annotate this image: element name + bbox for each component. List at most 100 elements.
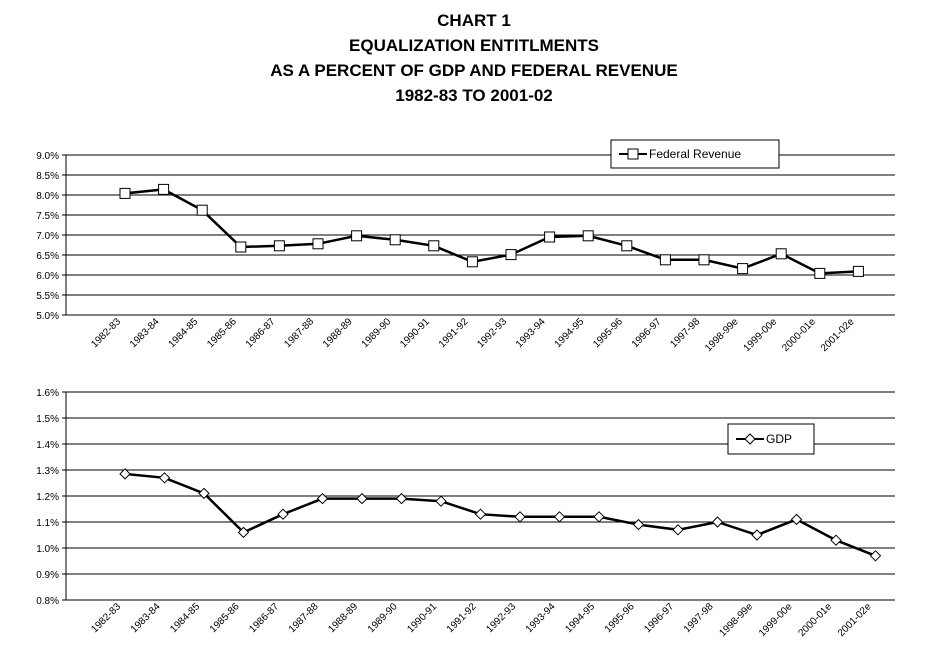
data-point	[632, 518, 645, 531]
data-point	[544, 231, 556, 243]
x-tick-label: 1983-84	[129, 601, 163, 635]
x-tick-label: 1991-92	[437, 316, 471, 350]
x-tick-label: 1998-99e	[703, 316, 741, 354]
y-tick-label: 6.5%	[36, 251, 59, 262]
data-point	[751, 529, 763, 541]
y-tick-label: 7.0%	[36, 231, 59, 242]
data-point	[621, 240, 633, 252]
x-tick-label: 1996-97	[642, 601, 676, 635]
y-tick-label: 8.5%	[36, 171, 59, 182]
title-line-4: 1982-83 TO 2001-02	[395, 86, 553, 105]
y-tick-label: 8.0%	[36, 191, 59, 202]
data-point	[312, 238, 324, 250]
data-point	[119, 187, 131, 199]
x-tick-label: 1984-85	[168, 601, 202, 635]
data-point	[737, 263, 749, 275]
x-tick-label: 1996-97	[630, 316, 664, 350]
y-tick-label: 1.3%	[36, 466, 59, 477]
x-tick-label: 2001-02e	[836, 601, 874, 639]
data-point	[466, 256, 478, 268]
legend-marker	[627, 148, 639, 160]
y-tick-label: 1.6%	[36, 388, 59, 399]
data-point	[277, 508, 289, 520]
data-point	[435, 495, 447, 507]
x-tick-label: 1987-88	[282, 316, 316, 350]
x-tick-label: 1983-84	[128, 316, 162, 350]
y-tick-label: 1.1%	[36, 518, 59, 529]
y-tick-label: 1.5%	[36, 414, 59, 425]
x-tick-label: 1999-00e	[757, 601, 795, 639]
data-point	[775, 248, 787, 260]
legend-box	[610, 139, 780, 169]
x-tick-label: 1989-90	[360, 316, 394, 350]
y-tick-label: 5.0%	[36, 311, 59, 322]
legend: GDP	[727, 423, 815, 455]
x-tick-label: 1990-91	[398, 316, 432, 350]
data-point	[553, 511, 566, 523]
y-tick-label: 7.5%	[36, 211, 59, 222]
x-tick-label: 1992-93	[475, 316, 509, 350]
y-tick-label: 6.0%	[36, 271, 59, 282]
x-tick-label: 1992-93	[484, 601, 518, 635]
chart-title: CHART 1 EQUALIZATION ENTITLMENTS AS A PE…	[270, 11, 677, 105]
data-point	[672, 524, 684, 536]
legend: Federal Revenue	[610, 139, 780, 169]
y-tick-label: 9.0%	[36, 151, 59, 162]
gdp-chart: 0.8% 0.9% 1.0% 1.1% 1.2% 1.3% 1.4% 1.5% 1.6% 1982…	[36, 388, 895, 639]
data-point	[514, 511, 526, 523]
data-point	[356, 492, 368, 505]
data-point	[474, 508, 487, 520]
data-point	[119, 468, 131, 480]
data-point	[582, 230, 594, 242]
x-tick-label: 1995-96	[591, 316, 625, 350]
legend-label: Federal Revenue	[649, 147, 741, 161]
x-tick-label: 1995-96	[603, 601, 637, 635]
data-point	[814, 267, 826, 279]
title-line-1: CHART 1	[437, 11, 511, 30]
x-tick-label: 1998-99e	[717, 601, 755, 639]
data-point	[316, 492, 329, 505]
data-point	[505, 249, 517, 261]
y-tick-label: 1.2%	[36, 492, 59, 503]
legend-marker	[744, 433, 756, 445]
x-tick-label: 1988-89	[321, 316, 355, 350]
x-tick-label: 1986-87	[244, 316, 278, 350]
data-point	[198, 487, 210, 500]
data-point	[273, 240, 285, 252]
data-point	[237, 526, 250, 539]
x-tick-label: 1999-00e	[742, 316, 780, 354]
x-tick-label: 2000-01e	[780, 316, 818, 354]
x-tick-label: 1986-87	[247, 601, 281, 635]
y-tick-label: 1.4%	[36, 440, 59, 451]
x-tick-label: 1994-95	[563, 601, 597, 635]
data-point	[698, 254, 710, 266]
x-tick-label: 1991-92	[445, 601, 479, 635]
data-point	[196, 204, 208, 216]
data-point	[830, 534, 842, 546]
legend-label: GDP	[766, 432, 792, 446]
data-point	[659, 254, 671, 266]
data-point	[158, 472, 171, 484]
federal-revenue-chart: 5.0% 5.5% 6.0% 6.5% 7.0% 7.5% 8.0% 8.5% 9.0% 1982…	[36, 139, 895, 354]
x-tick-label: 1985-86	[208, 601, 242, 635]
y-tick-label: 1.0%	[36, 544, 59, 555]
data-point	[389, 234, 401, 246]
x-tick-label: 2000-01e	[796, 601, 834, 639]
data-point	[593, 511, 605, 523]
title-line-2: EQUALIZATION ENTITLMENTS	[349, 36, 599, 55]
y-tick-label: 0.8%	[36, 596, 59, 607]
data-point	[869, 550, 882, 562]
title-line-3: AS A PERCENT OF GDP AND FEDERAL REVENUE	[270, 61, 677, 80]
x-tick-label: 1993-94	[514, 316, 548, 350]
data-point	[395, 492, 408, 505]
data-point	[711, 516, 724, 528]
y-tick-label: 0.9%	[36, 570, 59, 581]
x-tick-label: 1989-90	[366, 601, 400, 635]
y-tick-label: 5.5%	[36, 291, 59, 302]
x-tick-label: 2001-02e	[819, 316, 857, 354]
x-tick-label: 1987-88	[287, 601, 321, 635]
x-tick-label: 1982-83	[89, 316, 123, 350]
series-line	[124, 472, 876, 557]
data-point	[852, 265, 864, 277]
